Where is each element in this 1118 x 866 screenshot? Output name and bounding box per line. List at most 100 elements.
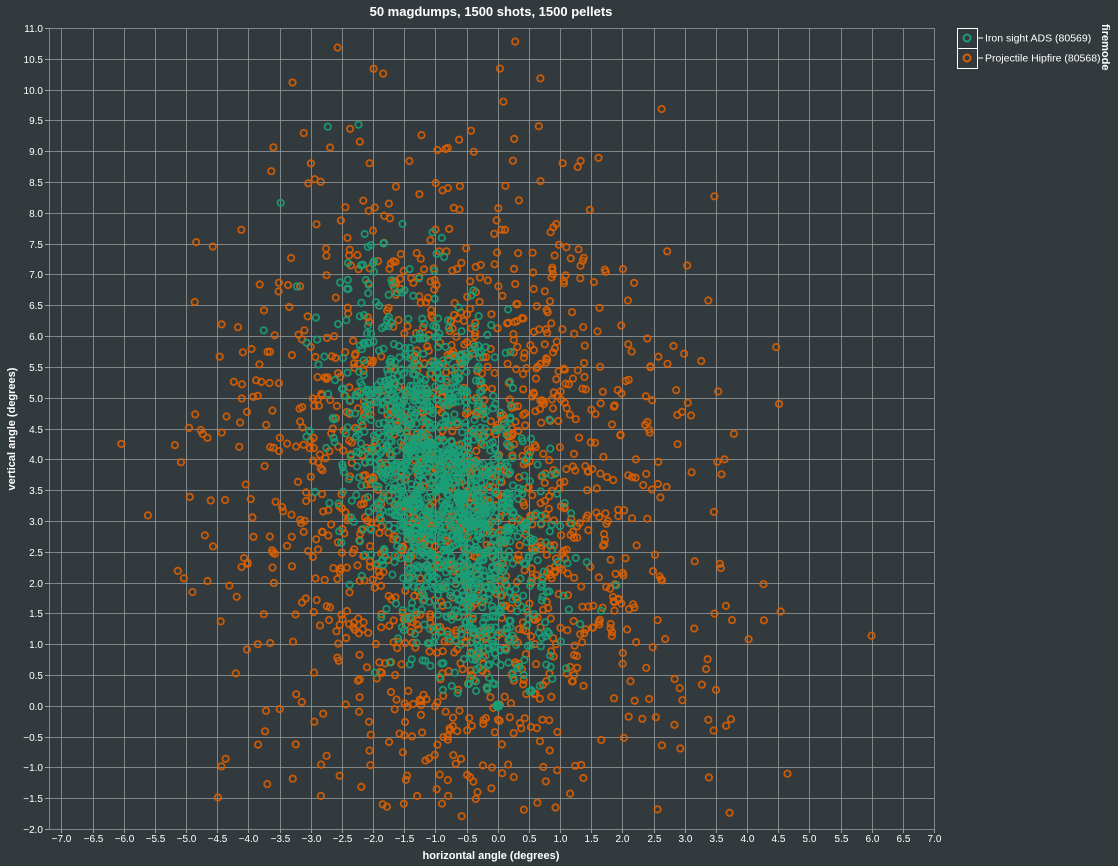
data-point xyxy=(427,445,436,455)
data-point xyxy=(242,645,251,654)
data-point xyxy=(643,514,652,523)
data-point xyxy=(394,315,403,325)
data-point xyxy=(364,280,373,289)
data-point xyxy=(412,620,421,629)
data-point xyxy=(467,670,476,680)
data-point xyxy=(495,64,504,73)
data-point xyxy=(596,469,605,478)
data-point xyxy=(463,598,473,608)
data-point xyxy=(729,429,739,438)
data-point xyxy=(449,750,458,760)
data-point xyxy=(409,278,418,287)
data-point xyxy=(744,635,753,644)
data-point xyxy=(453,562,462,571)
data-point xyxy=(669,341,678,351)
data-point xyxy=(486,623,495,632)
data-point xyxy=(435,770,444,779)
data-point xyxy=(547,647,556,656)
data-point xyxy=(630,696,639,705)
data-point xyxy=(468,428,477,438)
data-point xyxy=(382,379,391,389)
data-point xyxy=(406,563,415,573)
data-point xyxy=(579,322,588,332)
data-point xyxy=(643,334,652,343)
data-point xyxy=(727,615,737,625)
data-point xyxy=(373,559,382,568)
y-tick-label: 0.5 xyxy=(29,671,43,682)
data-point xyxy=(406,353,415,363)
data-point xyxy=(576,274,585,283)
data-point xyxy=(577,638,587,647)
data-point xyxy=(448,721,457,731)
data-point xyxy=(442,375,451,384)
data-point xyxy=(576,630,585,639)
data-point xyxy=(443,316,453,325)
data-point xyxy=(496,473,505,482)
data-point xyxy=(479,440,489,450)
data-point xyxy=(439,483,448,492)
data-point xyxy=(343,275,352,284)
data-point xyxy=(364,387,373,396)
data-point xyxy=(595,512,604,522)
data-point xyxy=(345,588,354,597)
y-tick-label: 1.0 xyxy=(29,640,43,651)
data-point xyxy=(451,373,460,382)
data-point xyxy=(430,750,439,759)
data-point xyxy=(453,382,462,391)
data-point xyxy=(444,323,453,333)
data-point xyxy=(582,486,592,495)
data-point xyxy=(376,581,386,591)
data-point xyxy=(455,351,464,360)
data-point xyxy=(305,426,314,435)
data-point xyxy=(427,518,437,527)
data-point xyxy=(458,428,467,437)
data-point xyxy=(589,601,598,610)
data-point xyxy=(427,535,436,544)
legend-item-iron-sight[interactable]: Iron sight ADS (80569) xyxy=(957,28,1092,49)
legend-item-hipfire[interactable]: Projectile Hipfire (80568) xyxy=(957,48,1101,69)
data-point xyxy=(686,411,696,420)
data-point xyxy=(345,124,355,133)
data-point xyxy=(400,329,409,338)
data-point xyxy=(772,342,781,352)
data-point xyxy=(344,251,354,260)
data-point xyxy=(426,277,435,286)
data-point xyxy=(528,490,537,500)
data-point xyxy=(523,641,532,651)
y-tick-label: 11.0 xyxy=(24,24,43,35)
data-point xyxy=(644,425,653,434)
data-point xyxy=(313,545,323,554)
data-point xyxy=(467,526,476,535)
data-point xyxy=(471,318,480,327)
data-point xyxy=(641,392,651,401)
data-point xyxy=(494,547,503,556)
data-point xyxy=(322,751,331,760)
data-point xyxy=(594,573,603,582)
data-point xyxy=(721,601,731,611)
data-point xyxy=(602,472,612,482)
data-point xyxy=(385,658,394,667)
data-point xyxy=(430,285,439,294)
data-point xyxy=(349,545,359,554)
data-point xyxy=(562,464,571,474)
data-point xyxy=(653,805,662,814)
data-point xyxy=(275,433,284,442)
data-point xyxy=(384,484,394,493)
data-point xyxy=(562,669,571,678)
data-point xyxy=(443,775,452,785)
data-point xyxy=(578,602,587,611)
data-point xyxy=(370,439,379,449)
data-point xyxy=(397,365,406,374)
data-point xyxy=(370,583,379,592)
data-point xyxy=(420,620,429,629)
data-point xyxy=(573,663,582,672)
legend-swatch-iron-sight xyxy=(957,28,978,49)
data-point xyxy=(419,441,428,450)
data-point xyxy=(607,627,617,637)
data-point xyxy=(371,639,380,649)
data-point xyxy=(451,540,461,549)
data-point xyxy=(546,614,555,623)
data-point xyxy=(349,359,359,368)
data-point xyxy=(594,617,603,627)
data-point xyxy=(329,563,338,573)
